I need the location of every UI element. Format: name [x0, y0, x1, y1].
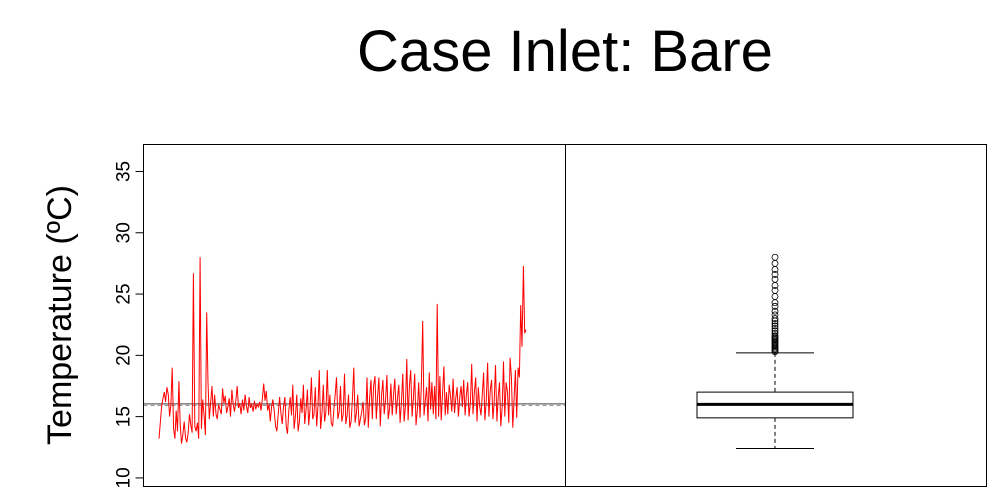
outlier-point — [771, 332, 779, 340]
y-tick-label: 25 — [114, 283, 135, 304]
chart-title: Case Inlet: Bare — [357, 19, 773, 84]
outlier-point — [771, 299, 779, 307]
outlier-point — [771, 327, 779, 335]
outlier-point — [771, 315, 779, 322]
outlier-point — [771, 253, 779, 261]
outlier-point — [771, 293, 779, 300]
boxplot-panel — [696, 253, 854, 449]
y-tick-label: 15 — [114, 406, 135, 427]
outlier-point — [771, 302, 779, 310]
outlier-point — [771, 260, 779, 267]
outlier-point — [771, 271, 779, 278]
temperature-series-line — [158, 257, 527, 444]
y-tick-label: 10 — [114, 467, 135, 488]
y-tick-label: 35 — [114, 161, 135, 182]
outlier-point — [771, 320, 779, 327]
y-axis-label: Temperature (ºC) — [41, 185, 79, 445]
outlier-point — [771, 307, 779, 315]
boxplot-frame — [565, 144, 987, 487]
outlier-point — [771, 322, 779, 330]
outlier-point — [771, 329, 779, 337]
y-tick-label: 20 — [114, 345, 135, 366]
outlier-point — [771, 275, 779, 283]
line-plot-panel — [143, 257, 566, 444]
y-tick-label: 30 — [114, 222, 135, 243]
outlier-point — [771, 286, 779, 294]
y-axis: 10 15 20 25 30 35 — [114, 161, 144, 488]
outlier-point — [771, 311, 779, 319]
outlier-point — [771, 324, 779, 332]
